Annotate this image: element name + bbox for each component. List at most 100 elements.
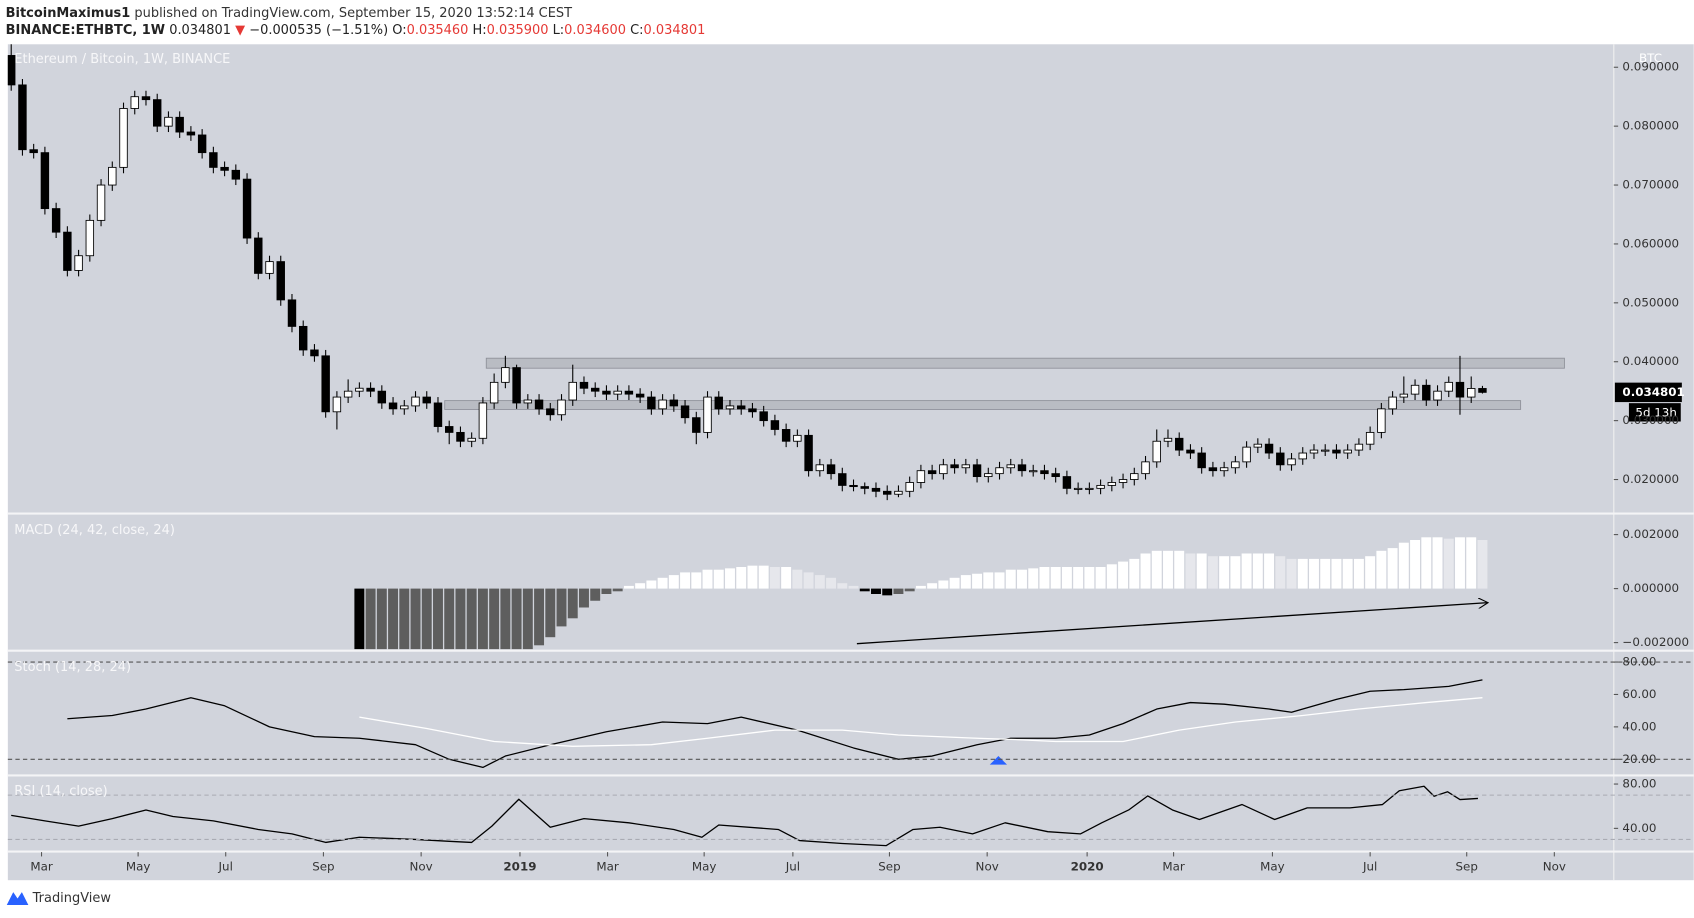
candle-body bbox=[961, 464, 971, 469]
countdown: 5d 13h bbox=[1635, 405, 1677, 419]
candle-body bbox=[826, 464, 836, 475]
histogram-bar bbox=[882, 588, 893, 596]
candle-body bbox=[1163, 437, 1173, 442]
histogram-bar bbox=[545, 588, 556, 638]
histogram-bar bbox=[859, 588, 870, 592]
candle-body bbox=[995, 467, 1004, 475]
candle-body bbox=[1365, 431, 1375, 445]
high-value: 0.035900 bbox=[487, 23, 549, 38]
x-tick-label: Jul bbox=[1362, 860, 1377, 874]
published: published on TradingView.com, September … bbox=[134, 5, 572, 20]
candle-body bbox=[287, 299, 297, 327]
pane-title: RSI (14, close) bbox=[14, 784, 107, 799]
histogram-bar bbox=[1118, 561, 1129, 589]
change-arrow: ▼ bbox=[235, 23, 245, 38]
candle-body bbox=[400, 405, 409, 410]
histogram-bar bbox=[848, 585, 859, 589]
candle-body bbox=[141, 96, 151, 101]
pane-title: MACD (24, 42, close, 24) bbox=[14, 523, 175, 538]
histogram-bar bbox=[915, 585, 926, 589]
footer-brand: TradingView bbox=[32, 891, 112, 906]
pane-title: Ethereum / Bitcoin, 1W, BINANCE bbox=[14, 52, 230, 67]
histogram-bar bbox=[1342, 558, 1353, 589]
x-tick-label: May bbox=[692, 860, 717, 874]
candle-body bbox=[972, 464, 982, 478]
histogram-bar bbox=[814, 575, 825, 589]
candle-body bbox=[669, 399, 679, 407]
candle-body bbox=[984, 473, 993, 478]
histogram-bar bbox=[803, 572, 814, 589]
histogram-bar bbox=[388, 588, 399, 650]
histogram-bar bbox=[433, 588, 443, 650]
candle-body bbox=[1332, 449, 1341, 454]
y-tick-label: 0.080000 bbox=[1622, 119, 1679, 133]
histogram-bar bbox=[579, 588, 589, 608]
candle-body bbox=[1467, 388, 1476, 398]
histogram-bar bbox=[1376, 550, 1387, 589]
histogram-bar bbox=[1320, 558, 1331, 589]
histogram-bar bbox=[1106, 564, 1117, 589]
x-tick-label: Sep bbox=[1456, 860, 1478, 874]
histogram-bar bbox=[949, 577, 960, 589]
y-tick-label: 0.070000 bbox=[1622, 178, 1679, 192]
x-tick-label: May bbox=[1260, 860, 1285, 874]
histogram-bar bbox=[1432, 537, 1443, 589]
candle-body bbox=[579, 381, 589, 389]
histogram-bar bbox=[972, 573, 983, 589]
candle-body bbox=[355, 387, 364, 392]
candle-body bbox=[512, 367, 521, 404]
histogram-bar bbox=[1410, 540, 1421, 589]
histogram-bar bbox=[1151, 550, 1162, 589]
y-tick-label: 0.000000 bbox=[1622, 581, 1679, 595]
histogram-bar bbox=[444, 588, 455, 650]
candle-body bbox=[534, 399, 544, 410]
histogram-bar bbox=[365, 588, 376, 650]
candle-body bbox=[197, 134, 207, 154]
candle-body bbox=[557, 399, 566, 416]
candle-body bbox=[310, 349, 319, 357]
y-tick-label: 0.002000 bbox=[1622, 527, 1679, 541]
candle-body bbox=[501, 367, 510, 383]
candle-body bbox=[175, 116, 184, 133]
candle-body bbox=[1377, 408, 1386, 433]
histogram-bar bbox=[691, 572, 702, 589]
histogram-bar bbox=[792, 569, 803, 589]
candle-body bbox=[186, 131, 196, 136]
histogram-bar bbox=[781, 567, 792, 589]
candle-body bbox=[939, 464, 948, 475]
candle-body bbox=[332, 396, 342, 413]
histogram-bar bbox=[1331, 558, 1342, 589]
indicator-line bbox=[67, 679, 1483, 769]
candle-body bbox=[546, 408, 555, 416]
candle-body bbox=[1028, 470, 1038, 473]
candle-body bbox=[478, 402, 488, 439]
candle-body bbox=[7, 55, 16, 86]
candle-body bbox=[1444, 381, 1453, 392]
candle-body bbox=[703, 396, 712, 433]
candle-body bbox=[1062, 476, 1072, 489]
low-value: 0.034600 bbox=[564, 23, 626, 38]
candle-body bbox=[1264, 443, 1274, 454]
histogram-bar bbox=[1219, 556, 1230, 589]
candle-body bbox=[759, 411, 768, 422]
histogram-bar bbox=[983, 572, 994, 589]
candle-body bbox=[1219, 467, 1229, 472]
histogram-bar bbox=[725, 568, 735, 589]
close-value: 0.034801 bbox=[644, 23, 706, 38]
candle-body bbox=[40, 152, 50, 210]
histogram-bar bbox=[1039, 567, 1050, 589]
close-label: C: bbox=[630, 23, 643, 38]
histogram-bar bbox=[1387, 548, 1398, 589]
candle-body bbox=[1096, 484, 1105, 489]
candle-body bbox=[74, 255, 83, 271]
candle-body bbox=[680, 405, 690, 419]
plot-layer: 0.034801 5d 13h BTC Ethereum / Bitcoin, 1W,… bbox=[7, 44, 1694, 874]
histogram-bar bbox=[1207, 556, 1218, 589]
x-tick-label: Mar bbox=[1162, 860, 1185, 874]
candle-body bbox=[1354, 443, 1364, 451]
histogram-bar bbox=[1421, 537, 1432, 589]
histogram-bar bbox=[736, 567, 747, 589]
histogram-bar bbox=[1050, 567, 1061, 589]
candle-body bbox=[411, 396, 420, 407]
x-tick-label: May bbox=[126, 860, 151, 874]
